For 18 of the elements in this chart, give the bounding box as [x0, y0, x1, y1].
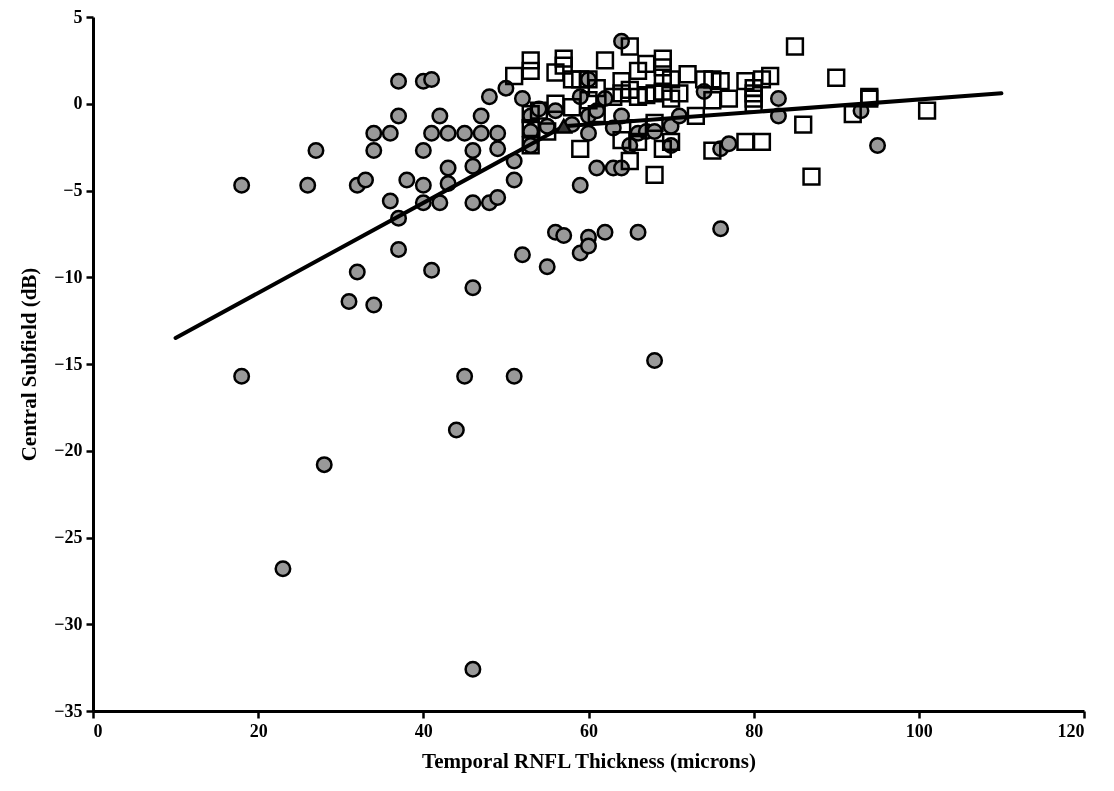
- x-tick-label: 120: [1057, 720, 1085, 741]
- y-axis-title: Central Subfield (dB): [17, 267, 42, 462]
- y-tick-label: 5: [73, 6, 83, 27]
- x-axis-title: Temporal RNFL Thickness (microns): [422, 748, 756, 773]
- y-tick-label: −10: [54, 266, 83, 287]
- x-tick-label: 40: [414, 720, 433, 741]
- y-tick-label: −30: [54, 613, 83, 634]
- y-tick-label: −20: [54, 440, 83, 461]
- x-tick-label: 0: [93, 720, 103, 741]
- y-tick-label: −15: [54, 353, 83, 374]
- y-tick-label: −5: [63, 180, 83, 200]
- y-tick-label: 0: [73, 93, 83, 114]
- x-tick-label: 80: [745, 720, 764, 741]
- x-tick-label: 60: [580, 720, 598, 741]
- x-tick-label: 100: [905, 720, 933, 741]
- y-tick-label: −25: [54, 527, 83, 547]
- y-tick-label: −35: [54, 700, 83, 721]
- x-tick-label: 20: [249, 720, 268, 741]
